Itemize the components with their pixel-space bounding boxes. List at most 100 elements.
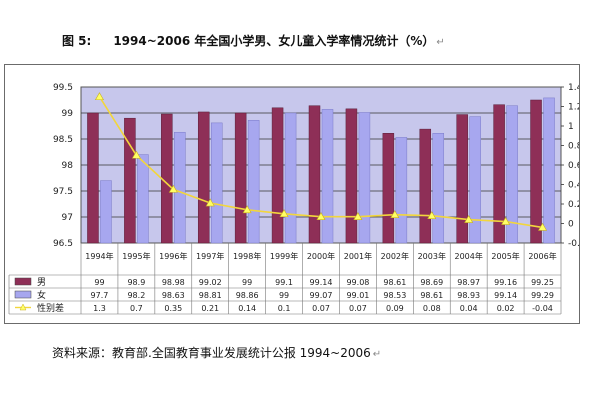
table-cell: 99.08	[346, 278, 369, 287]
y-left-tick-label: 97	[62, 213, 73, 223]
gap-point	[390, 210, 400, 219]
category-label: 2000年	[307, 251, 335, 261]
category-label: 1998年	[233, 251, 261, 261]
category-label: 2006年	[528, 251, 556, 261]
category-label: 2003年	[418, 251, 446, 261]
y-right-tick-label: 0.6	[568, 161, 579, 171]
legend-key-gap-marker	[19, 303, 27, 311]
table-cell: 0.7	[130, 304, 143, 313]
y-left-tick-label: 97.5	[53, 187, 73, 197]
bar-female	[284, 112, 297, 244]
table-cell: 98.98	[162, 278, 185, 287]
y-right-tick-label: -0.2	[568, 239, 579, 249]
category-label: 1999年	[270, 251, 298, 261]
bar-male	[197, 111, 210, 244]
chart-frame: 99.5 99 98.5 98 97.5 97 96.5 1.4 1.2 1 0.8 0.6 0.4 0.…	[4, 64, 580, 324]
bar-female	[210, 122, 223, 244]
table-cell: 0.35	[164, 304, 182, 313]
bar-male	[271, 107, 284, 244]
y-left-tick-label: 98	[62, 161, 74, 171]
table-cell: 99.25	[531, 278, 554, 287]
bar-female	[174, 131, 186, 244]
gap-point	[94, 92, 104, 101]
table-cell: 0.09	[386, 304, 404, 313]
title-return-mark: ↵	[436, 37, 445, 48]
table-cell: 0.14	[238, 304, 256, 313]
bar-male	[493, 104, 505, 244]
bar-female	[469, 116, 481, 244]
y-left-tick-label: 96.5	[53, 239, 73, 249]
table-cell: 99	[279, 291, 289, 300]
y-right-tick-label: 1.4	[568, 83, 579, 93]
bar-female	[321, 109, 334, 244]
table-cell: 99.1	[275, 278, 293, 287]
table-cell: 98.61	[420, 291, 443, 300]
source-note: 资料来源：教育部.全国教育事业发展统计公报 1994~2006 ↵	[52, 344, 381, 361]
source-text: 资料来源：教育部.全国教育事业发展统计公报 1994~2006	[52, 346, 371, 360]
table-cell: 99.14	[310, 278, 333, 287]
category-label: 2001年	[344, 251, 372, 261]
legend-label-male: 男	[37, 277, 46, 288]
category-label: 1995年	[122, 251, 150, 261]
gap-point	[538, 222, 548, 231]
y-left-tick-label: 98.5	[53, 135, 73, 145]
table-cell: 98.63	[162, 291, 185, 300]
y-right-tick-label: 0.8	[568, 142, 579, 152]
category-label: 1996年	[159, 251, 187, 261]
gap-point	[501, 216, 511, 225]
bar-female	[432, 133, 445, 244]
table-cell: 0.04	[460, 304, 478, 313]
table-cell: 98.2	[127, 291, 145, 300]
bar-female	[137, 154, 149, 244]
table-cell: 1.3	[93, 304, 106, 313]
y-right-tick-label: 1.2	[568, 103, 579, 113]
table-cell: 99.29	[531, 291, 554, 300]
legend-label-female: 女	[37, 289, 46, 301]
bar-male	[419, 128, 432, 244]
table-cell: 98.53	[383, 291, 406, 300]
bar-female	[506, 105, 518, 244]
table-cell: 0.07	[312, 304, 330, 313]
category-label: 1997年	[196, 251, 224, 261]
table-cell: 97.7	[91, 291, 109, 300]
gap-point	[168, 184, 178, 193]
y-right-tick-label: 0.4	[568, 181, 579, 191]
table-cell: 98.69	[420, 278, 443, 287]
table-cell: 98.93	[457, 291, 480, 300]
table-cell: 98.86	[236, 291, 259, 300]
table-cell: 98.81	[199, 291, 222, 300]
category-label: 2002年	[381, 251, 409, 261]
bar-male	[161, 113, 173, 244]
bar-male	[456, 114, 468, 244]
bar-male	[308, 105, 321, 244]
chart-title: 图 5: 1994~2006 年全国小学男、女儿童入学率情况统计（%） ↵	[62, 32, 445, 49]
table-cell: 99	[94, 278, 104, 287]
bar-female	[358, 112, 371, 244]
bar-male	[124, 117, 136, 244]
table-cell: 98.97	[457, 278, 480, 287]
bar-female	[247, 120, 260, 244]
table-cell: 0.07	[349, 304, 367, 313]
table-cell: 98.9	[127, 278, 145, 287]
gap-point	[279, 209, 289, 218]
table-cell: 0.1	[278, 304, 291, 313]
bar-male	[382, 133, 395, 244]
legend-key-female	[14, 290, 32, 299]
bar-male	[234, 112, 247, 244]
gap-point	[316, 212, 326, 220]
gap-point	[205, 198, 215, 207]
y-right-tick-label: 1	[568, 122, 574, 132]
table-cell: 99.16	[494, 278, 517, 287]
table-cell: 99.01	[346, 291, 369, 300]
category-label: 2005年	[491, 251, 519, 261]
table-cell: 0.02	[497, 304, 515, 313]
gap-point	[464, 214, 474, 223]
gap-point	[353, 212, 363, 220]
table-cell: 99.07	[310, 291, 333, 300]
y-left-tick-label: 99.5	[53, 83, 73, 93]
figure-label: 图 5:	[62, 34, 92, 48]
y-right-tick-label: 0.2	[568, 200, 579, 210]
table-cell: 0.08	[423, 304, 441, 313]
table-cell: 99.02	[199, 278, 222, 287]
legend-label-gap: 性别差	[37, 302, 64, 314]
